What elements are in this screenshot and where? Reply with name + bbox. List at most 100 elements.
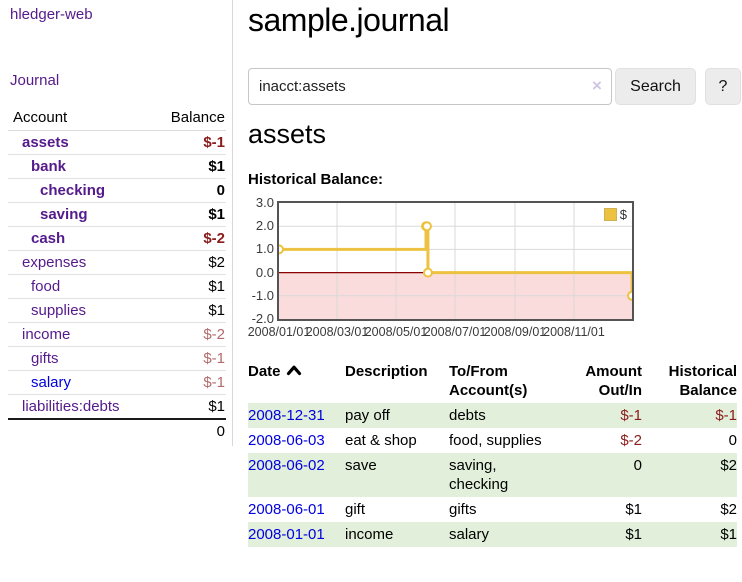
transaction-date-link[interactable]: 2008-06-02 (248, 457, 325, 474)
y-axis-tick-label: 2.0 (255, 218, 274, 234)
chart-title: Historical Balance: (248, 171, 384, 188)
sidebar-account-balance: $1 (208, 158, 225, 175)
register-description-cell: pay off (345, 407, 390, 424)
register-description-cell: save (345, 457, 377, 474)
x-axis-tick-label: 2008/03/01 (305, 325, 369, 339)
sidebar-account-row: supplies $1 (8, 299, 226, 323)
column-header-line1: Historical (668, 363, 737, 380)
page-title: sample.journal (248, 2, 450, 38)
sidebar-account-link-food[interactable]: food (31, 278, 61, 295)
sidebar-account-row: checking 0 (8, 179, 226, 203)
search-bar: × Search ? (248, 68, 742, 106)
register-column-header-amount: Amount Out/In (580, 360, 642, 403)
register-column-header-historical: Historical Balance (642, 360, 737, 403)
column-header-line1: Amount (585, 363, 642, 380)
sidebar-account-link-supplies[interactable]: supplies (31, 302, 87, 319)
legend-series-label: $ (619, 207, 627, 222)
column-header-line1: Description (345, 363, 428, 380)
sidebar-account-row: salary $-1 (8, 371, 226, 395)
account-column-header: Account (13, 109, 68, 126)
sidebar-account-balance: $-2 (203, 326, 225, 343)
sidebar-account-balance: $1 (208, 302, 225, 319)
chart-legend: $ (601, 206, 629, 223)
chart-plot-area: $ (277, 201, 634, 321)
clear-search-icon[interactable]: × (592, 76, 602, 95)
transaction-date-link[interactable]: 2008-06-03 (248, 432, 325, 449)
register-balance-cell: $2 (720, 457, 737, 474)
app-title-link[interactable]: hledger-web (10, 6, 93, 23)
register-table: Date Description To/From Account(s) Amount Ou… (248, 360, 737, 547)
x-axis-tick-label: 2008/01/01 (247, 325, 311, 339)
register-accounts-cell: salary (449, 526, 490, 543)
sidebar-account-link-liabilities-debts[interactable]: liabilities:debts (22, 398, 120, 415)
sidebar-account-link-salary[interactable]: salary (31, 374, 72, 391)
register-date-cell: 2008-06-01 (248, 497, 345, 522)
y-axis-tick-label: 1.0 (255, 241, 274, 257)
sidebar-account-row: assets $-1 (8, 131, 226, 155)
x-axis-tick-label: 2008/07/01 (423, 325, 487, 339)
column-header-line2: Out/In (598, 382, 642, 399)
help-button[interactable]: ? (705, 68, 741, 105)
balance-column-header: Balance (170, 109, 225, 126)
register-description-cell: gift (345, 501, 366, 518)
transaction-date-link[interactable]: 2008-06-01 (248, 501, 325, 518)
register-amount-cell: 0 (633, 457, 642, 474)
sidebar-account-link-income[interactable]: income (22, 326, 71, 343)
sidebar-account-link-gifts[interactable]: gifts (31, 350, 59, 367)
account-heading: assets (248, 119, 327, 149)
accounts-tree-rows: assets $-1 bank $1 checking 0 saving $1 cash $-2 e… (8, 131, 226, 420)
register-amount-cell: $-2 (620, 432, 642, 449)
register-description-cell: eat & shop (345, 432, 417, 449)
search-button[interactable]: Search (615, 68, 696, 105)
main-content: sample.journal × Search ? assets Histori… (233, 0, 742, 582)
sidebar-account-row: food $1 (8, 275, 226, 299)
sidebar-item-journal[interactable]: Journal (10, 72, 60, 89)
y-axis-tick-label: -2.0 (251, 311, 274, 326)
sidebar-account-balance: $-1 (203, 350, 225, 367)
sort-ascending-icon (286, 365, 301, 376)
sidebar-account-balance: $1 (208, 398, 225, 415)
sidebar-account-row: liabilities:debts $1 (8, 395, 226, 420)
sidebar-account-row: income $-2 (8, 323, 226, 347)
x-axis-tick-label: 2008/05/01 (364, 325, 428, 339)
column-header-line1: To/From (449, 363, 508, 380)
sidebar-account-link-saving[interactable]: saving (40, 206, 88, 223)
sidebar-account-link-assets[interactable]: assets (22, 134, 69, 151)
register-header-row: Date Description To/From Account(s) Amount Ou… (248, 360, 737, 403)
accounts-tree: Account Balance assets $-1 bank $1 checking 0… (8, 106, 226, 443)
sidebar-account-link-cash[interactable]: cash (31, 230, 66, 247)
register-amount-cell: $1 (625, 501, 642, 518)
column-header-line2: Balance (679, 382, 737, 399)
sidebar-account-balance: $-2 (203, 230, 225, 247)
y-axis-tick-label: -1.0 (251, 287, 274, 303)
transaction-date-link[interactable]: 2008-12-31 (248, 407, 325, 424)
chart-canvas (279, 203, 632, 319)
x-axis-tick-label: 2008/09/01 (483, 325, 547, 339)
sidebar-account-balance: $-1 (203, 134, 225, 151)
register-accounts-cell: food, supplies (449, 432, 542, 449)
accounts-tree-header: Account Balance (8, 106, 226, 131)
sidebar-account-link-bank[interactable]: bank (31, 158, 67, 175)
register-accounts-cell: saving, checking (449, 457, 509, 493)
sidebar-account-link-expenses[interactable]: expenses (22, 254, 87, 271)
historical-balance-chart: 3.0 2.0 1.0 0.0 -1.0 -2.0 $ 2008/01/01 2008/03… (247, 195, 678, 343)
legend-color-swatch (603, 208, 617, 221)
sidebar-account-balance: $-1 (203, 374, 225, 391)
register-column-header-to-from: To/From Account(s) (449, 360, 580, 403)
register-row: 2008-12-31 pay off debts $-1 $-1 (248, 403, 737, 428)
register-balance-cell: 0 (728, 432, 737, 449)
register-description-cell: income (345, 526, 394, 543)
x-axis-tick-label: 2008/11/01 (543, 325, 605, 339)
sidebar-account-row: gifts $-1 (8, 347, 226, 371)
transaction-date-link[interactable]: 2008-01-01 (248, 526, 325, 543)
register-column-header-description: Description (345, 360, 449, 403)
sidebar-account-balance: $1 (208, 206, 225, 223)
sidebar-account-link-checking[interactable]: checking (40, 182, 106, 199)
register-row: 2008-06-01 gift gifts $1 $2 (248, 497, 737, 522)
register-amount-cell: $-1 (620, 407, 642, 424)
register-balance-cell: $1 (720, 526, 737, 543)
search-input[interactable] (248, 68, 612, 105)
register-balance-cell: $2 (720, 501, 737, 518)
sidebar-account-balance: $1 (208, 278, 225, 295)
register-column-header-date[interactable]: Date (248, 360, 345, 403)
